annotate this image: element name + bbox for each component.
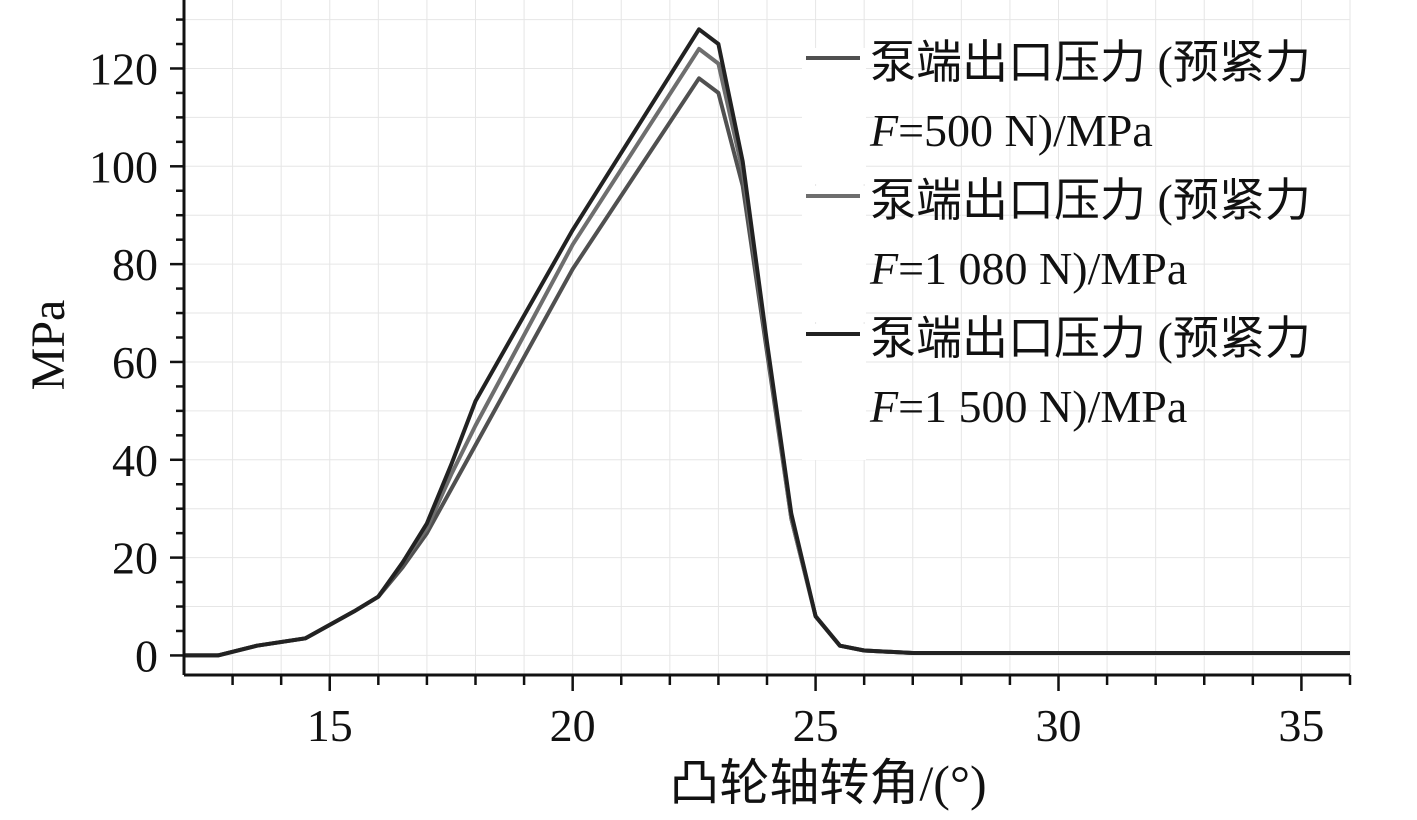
legend-entry-1: 泵端出口压力 (预紧力 F=500 N)/MPa [802,37,1311,184]
y-axis-label: MPa [22,300,75,391]
legend-backdrop [802,186,866,322]
legend-value: =1 080 N)/MPa [898,243,1187,294]
x-tick-label: 30 [1036,700,1082,751]
legend-label-line1: 泵端出口压力 (预紧力 [870,313,1311,364]
legend-variable: F [869,105,899,156]
y-tick-label: 100 [89,141,158,192]
x-tick-label: 15 [307,700,353,751]
legend-variable: F [869,243,899,294]
legend-label-line2: F=1 500 N)/MPa [869,381,1187,432]
y-tick-label: 80 [112,239,158,290]
legend-backdrop [802,324,866,460]
series-line-3 [184,27,1350,658]
x-tick-label: 35 [1278,700,1324,751]
y-tick-label: 20 [112,533,158,584]
legend-value: =1 500 N)/MPa [898,381,1187,432]
x-tick-label: 20 [550,700,596,751]
legend-backdrop [802,48,866,184]
legend-entry-2: 泵端出口压力 (预紧力 F=1 080 N)/MPa [802,175,1311,322]
legend-variable: F [869,381,899,432]
legend-label-line2: F=1 080 N)/MPa [869,243,1187,294]
x-axis-label: 凸轮轴转角/(°) [669,755,986,811]
ticks: 15 20 25 30 35 0 20 40 60 80 100 120 [89,18,1352,751]
legend-label-line2: F=500 N)/MPa [869,105,1153,156]
y-tick-label: 0 [135,630,158,681]
y-tick-label: 60 [112,337,158,388]
x-tick-label: 25 [793,700,839,751]
legend-value: =500 N)/MPa [898,105,1153,156]
y-tick-label: 40 [112,435,158,486]
legend-label-line1: 泵端出口压力 (预紧力 [870,37,1311,88]
series-layer [184,27,1350,658]
legend-label-line1: 泵端出口压力 (预紧力 [870,175,1311,226]
y-tick-label: 120 [89,43,158,94]
legend-entry-3: 泵端出口压力 (预紧力 F=1 500 N)/MPa [802,313,1311,460]
